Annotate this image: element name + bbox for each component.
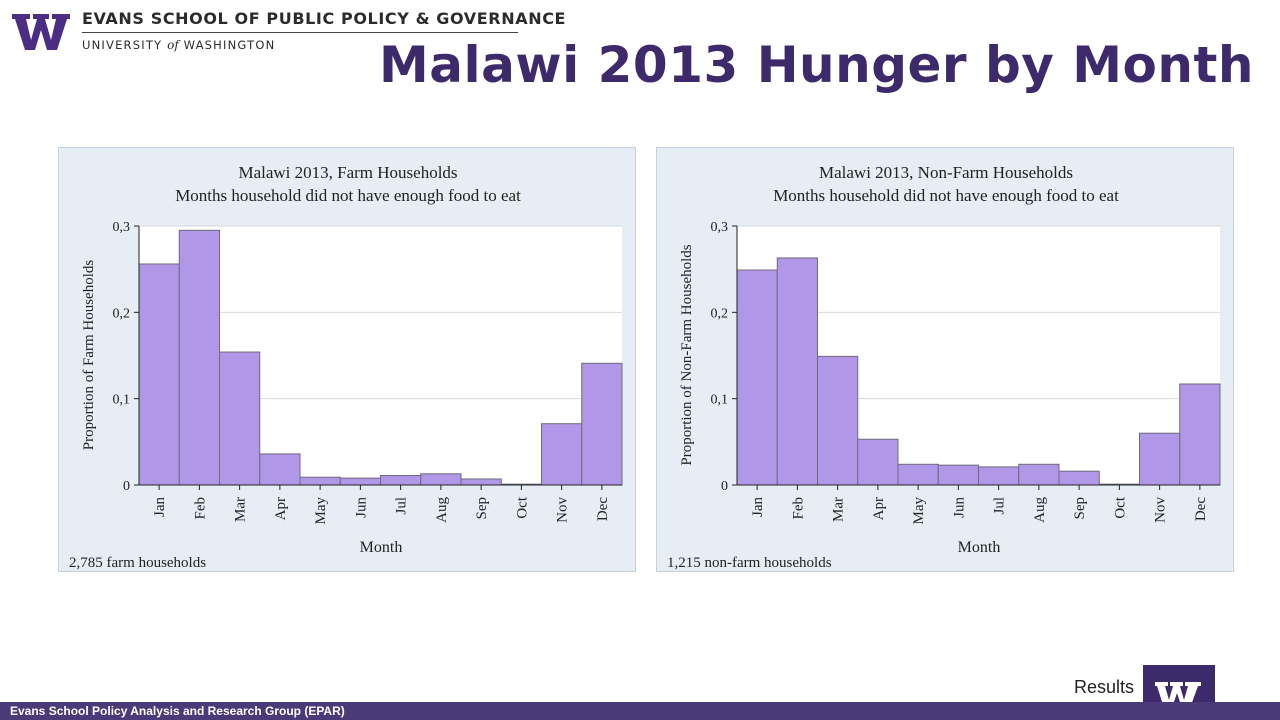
university-prefix: UNIVERSITY (82, 38, 163, 52)
x-tick-label: Jul (992, 497, 1008, 515)
chart-title: Malawi 2013, Non-Farm Households (819, 163, 1073, 182)
bar-jul (978, 466, 1020, 486)
y-axis-label: Proportion of Farm Households (81, 260, 97, 451)
footer-text: Evans School Policy Analysis and Researc… (10, 704, 345, 718)
x-tick-label: Dec (595, 497, 611, 521)
x-tick-label: Jan (152, 497, 168, 517)
chart-title: Malawi 2013, Farm Households (238, 163, 457, 182)
bar-dec (1179, 383, 1221, 486)
page-title: Malawi 2013 Hunger by Month (379, 36, 1254, 94)
bar-dec (581, 362, 623, 486)
y-axis-label: Proportion of Non-Farm Households (679, 244, 695, 465)
farm-households-chart: 0 0,1 0,2 0,3 Jan Feb Mar Apr May Jun Jul Aug Sep Oct… (69, 163, 623, 571)
x-tick-label: Sep (474, 497, 490, 520)
bar-feb (776, 257, 818, 486)
bar-nov (1139, 432, 1181, 486)
x-axis-label: Month (360, 539, 403, 556)
bar-mar (219, 351, 261, 486)
institution-name: EVANS SCHOOL OF PUBLIC POLICY & GOVERNAN… (82, 9, 567, 28)
x-tick-label: May (313, 497, 329, 525)
x-tick-label: Nov (1153, 497, 1169, 523)
bar-may (897, 463, 939, 486)
university-suffix: WASHINGTON (183, 38, 276, 52)
bar-sep (1058, 470, 1100, 486)
y-tick-label: 0 (123, 479, 130, 494)
x-tick-label: Jun (353, 497, 369, 518)
section-label: Results (1073, 677, 1134, 697)
x-axis-label: Month (958, 539, 1001, 556)
x-tick-label: Dec (1193, 497, 1209, 521)
x-tick-label: Jun (951, 497, 967, 518)
nonfarm-chart-panel: 0 0,1 0,2 0,3 Jan Feb Mar Apr May Jun Jul Aug Sep Oct… (656, 147, 1234, 572)
y-tick-label: 0,2 (113, 306, 131, 321)
university-name: UNIVERSITY of WASHINGTON (82, 38, 275, 52)
bar-apr (259, 453, 301, 486)
university-of: of (167, 38, 179, 52)
x-tick-label: Apr (871, 497, 887, 520)
x-tick-label: Aug (1032, 497, 1048, 523)
x-tick-label: Feb (192, 497, 208, 520)
bar-mar (817, 355, 859, 486)
sample-size-note: 2,785 farm households (69, 555, 206, 571)
bar-jun (339, 477, 381, 486)
footer-bar: Evans School Policy Analysis and Researc… (0, 702, 1280, 720)
farm-chart-panel: 0 0,1 0,2 0,3 Jan Feb Mar Apr May Jun Jul Aug Sep Oct… (58, 147, 636, 572)
bar-aug (420, 473, 462, 486)
bar-feb (178, 229, 220, 486)
chart-subtitle: Months household did not have enough foo… (773, 186, 1119, 205)
x-tick-label: Jul (394, 497, 410, 515)
x-tick-label: Jan (750, 497, 766, 517)
header-divider (82, 32, 518, 33)
bar-jun (937, 464, 979, 486)
x-tick-label: Oct (514, 496, 530, 518)
x-tick-label: Aug (434, 497, 450, 523)
bar-nov (541, 423, 583, 486)
x-tick-label: Nov (555, 497, 571, 523)
y-tick-label: 0,1 (113, 393, 131, 408)
x-tick-label: Oct (1112, 496, 1128, 518)
sample-size-note: 1,215 non-farm households (667, 555, 832, 571)
x-tick-label: Mar (233, 497, 249, 522)
nonfarm-households-chart: 0 0,1 0,2 0,3 Jan Feb Mar Apr May Jun Jul Aug Sep Oct… (667, 163, 1221, 571)
chart-subtitle: Months household did not have enough foo… (175, 186, 521, 205)
x-tick-label: Mar (831, 497, 847, 522)
bar-jan (736, 269, 778, 486)
x-tick-label: Sep (1072, 497, 1088, 520)
y-tick-label: 0 (721, 479, 728, 494)
y-tick-label: 0,2 (711, 306, 729, 321)
bar-aug (1018, 463, 1060, 486)
bar-sep (460, 478, 502, 486)
x-tick-label: Apr (273, 497, 289, 520)
bar-jan (138, 263, 180, 486)
x-tick-label: Feb (790, 497, 806, 520)
y-tick-label: 0,3 (113, 220, 131, 235)
bar-apr (857, 438, 899, 486)
bar-jul (380, 475, 422, 486)
y-tick-label: 0,3 (711, 220, 729, 235)
bar-may (299, 476, 341, 486)
x-tick-label: May (911, 497, 927, 525)
y-tick-label: 0,1 (711, 393, 729, 408)
uw-w-logo (12, 14, 70, 50)
